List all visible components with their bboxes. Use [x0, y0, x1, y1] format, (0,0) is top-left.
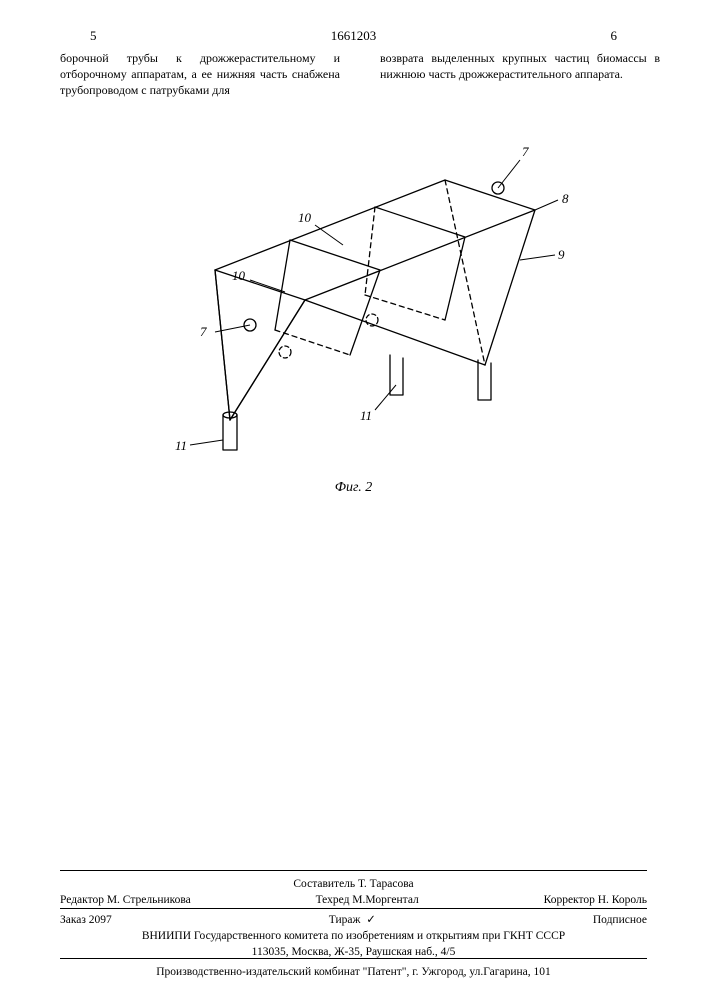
label-7b: 7: [200, 324, 207, 339]
label-10b: 10: [232, 268, 246, 283]
corrector-line: Корректор Н. Король: [544, 892, 647, 908]
figure-caption: Фиг. 2: [335, 480, 373, 496]
footer-credits: Составитель Т. Тарасова Редактор М. Стре…: [60, 876, 647, 908]
label-9: 9: [558, 247, 565, 262]
page-number-left: 5: [90, 28, 97, 44]
figure-2: 7 8 9 10 10 7 11 11: [120, 130, 580, 490]
order-number: Заказ 2097: [60, 912, 112, 928]
label-11a: 11: [175, 438, 187, 453]
circulation-mark: ✓: [366, 914, 376, 926]
footer-divider-2: [60, 908, 647, 909]
footer-divider-1: [60, 870, 647, 871]
subscription-label: Подписное: [593, 912, 647, 928]
footer-order: Заказ 2097 Тираж ✓ Подписное ВНИИПИ Госу…: [60, 912, 647, 960]
label-10a: 10: [298, 210, 312, 225]
text-column-left: борочной трубы к дрожжерастительному и о…: [60, 50, 340, 99]
label-8: 8: [562, 191, 569, 206]
label-7a: 7: [522, 144, 529, 159]
label-11b: 11: [360, 408, 372, 423]
org-line-1: ВНИИПИ Государственного комитета по изоб…: [60, 928, 647, 944]
compiler-line: Составитель Т. Тарасова: [60, 876, 647, 892]
text-column-right: возврата выделенных крупных частиц биома…: [380, 50, 660, 82]
footer-divider-3: [60, 958, 647, 959]
page-number-right: 6: [611, 28, 618, 44]
printer-line: Производственно-издательский комбинат "П…: [60, 964, 647, 980]
diagram-svg: 7 8 9 10 10 7 11 11: [120, 130, 580, 490]
patent-number: 1661203: [331, 28, 377, 44]
circulation-label: Тираж: [329, 914, 361, 926]
techred-line: Техред М.Моргентал: [316, 892, 419, 908]
editor-line: Редактор М. Стрельникова: [60, 892, 191, 908]
